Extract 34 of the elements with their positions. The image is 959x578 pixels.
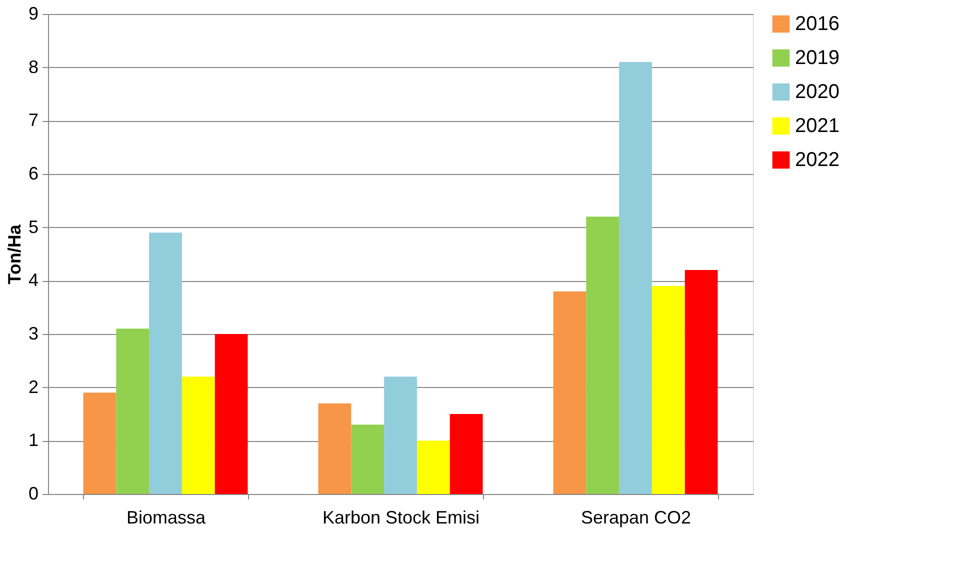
y-tick-label: 5 xyxy=(28,216,38,237)
x-tick-label: Biomassa xyxy=(126,508,207,528)
legend-label: 2016 xyxy=(795,13,840,35)
y-tick-label: 7 xyxy=(28,110,38,130)
bar xyxy=(586,216,620,494)
y-tick-label: 3 xyxy=(28,324,38,344)
bar xyxy=(684,270,718,494)
y-axis-title: Ton/Ha xyxy=(4,224,24,284)
y-tick-label: 9 xyxy=(28,4,38,24)
legend-label: 2019 xyxy=(795,47,840,69)
bar xyxy=(83,392,116,494)
bar xyxy=(619,62,652,494)
bar xyxy=(384,376,417,494)
bar xyxy=(553,291,586,494)
x-tick-label: Karbon Stock Emisi xyxy=(322,508,480,528)
x-tick-label: Serapan CO2 xyxy=(580,508,692,528)
legend-label: 2021 xyxy=(795,115,840,137)
bar xyxy=(182,376,215,494)
legend-label: 2020 xyxy=(795,81,840,103)
bar xyxy=(149,232,182,494)
bar xyxy=(214,334,248,494)
bar xyxy=(318,403,352,494)
y-tick-label: 1 xyxy=(28,430,38,450)
y-tick-label: 2 xyxy=(28,376,38,397)
bar xyxy=(652,286,685,494)
y-tick-label: 4 xyxy=(28,270,38,290)
bar xyxy=(450,414,483,494)
bar xyxy=(116,328,150,494)
y-tick-label: 0 xyxy=(28,484,38,504)
bar xyxy=(416,440,450,494)
y-tick-label: 8 xyxy=(28,56,38,77)
bar xyxy=(351,424,384,494)
y-tick-label: 6 xyxy=(28,164,38,184)
legend-label: 2022 xyxy=(795,149,840,171)
